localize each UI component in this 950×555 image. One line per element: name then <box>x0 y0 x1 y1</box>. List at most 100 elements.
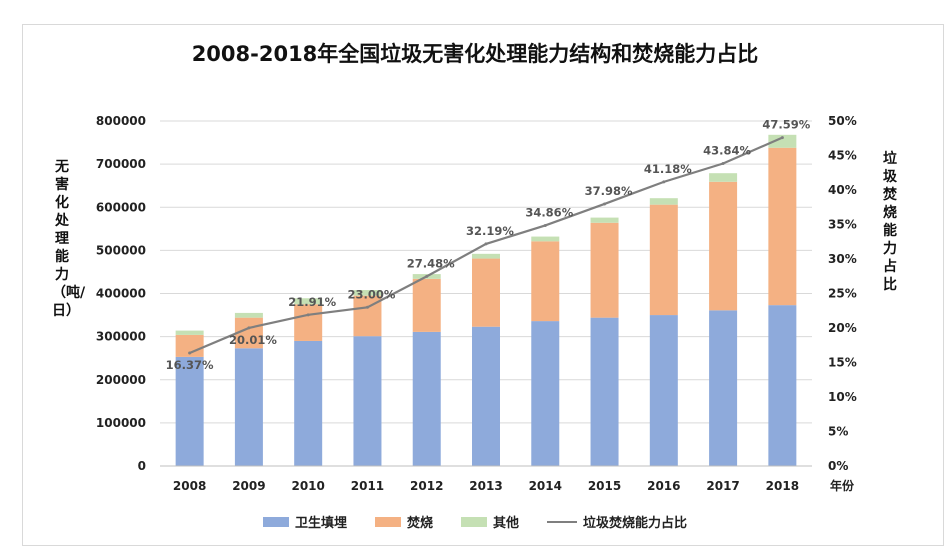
legend-swatch-incineration <box>374 516 401 527</box>
ratio-point <box>484 242 488 246</box>
ratio-data-label: 23.00% <box>348 287 396 301</box>
y-tick-label: 0 <box>138 459 146 473</box>
bar-segment-incineration <box>590 222 619 318</box>
legend-swatch-ratio <box>547 520 578 523</box>
legend-label-incineration: 焚烧 <box>406 516 433 531</box>
x-tick-label: 2014 <box>529 479 562 493</box>
y2-tick-label: 40% <box>828 183 857 197</box>
legend-label-other: 其他 <box>493 516 520 531</box>
legend-item-ratio: 垃圾焚烧能力占比 <box>547 512 687 531</box>
chart-legend: 卫生填埋 焚烧 其他 垃圾焚烧能力占比 <box>0 512 950 531</box>
y2-tick-label: 50% <box>828 114 857 128</box>
y2-tick-label: 30% <box>828 252 857 266</box>
ratio-data-label: 21.91% <box>288 295 336 309</box>
bar-segment-landfill <box>412 331 441 466</box>
legend-item-other: 其他 <box>461 512 519 531</box>
ratio-point <box>780 136 784 140</box>
y2-tick-label: 45% <box>828 149 857 163</box>
x-tick-label: 2015 <box>588 479 621 493</box>
ratio-point <box>603 202 607 206</box>
legend-item-landfill: 卫生填埋 <box>262 512 347 531</box>
ratio-data-label: 20.01% <box>229 333 277 347</box>
y2-tick-label: 10% <box>828 390 857 404</box>
bar-segment-landfill <box>472 326 500 466</box>
bar-segment-landfill <box>768 305 797 466</box>
x-tick-label: 2017 <box>706 479 739 493</box>
x-tick-label: 2011 <box>351 479 384 493</box>
bar-segment-landfill <box>294 340 323 466</box>
y2-tick-label: 15% <box>828 356 857 370</box>
y-tick-label: 300000 <box>96 330 146 344</box>
x-tick-label: 2012 <box>410 479 443 493</box>
y2-tick-label: 5% <box>828 425 848 439</box>
bar-segment-incineration <box>472 258 500 327</box>
bar-segment-other <box>175 330 204 335</box>
bar-segment-other <box>353 290 382 296</box>
ratio-point <box>425 274 429 278</box>
ratio-point <box>365 305 369 309</box>
ratio-data-label: 27.48% <box>407 256 455 270</box>
ratio-point <box>247 326 251 330</box>
x-tick-label: 2009 <box>232 479 265 493</box>
x-tick-label: 2016 <box>647 479 680 493</box>
bar-segment-other <box>472 253 500 259</box>
ratio-data-label: 41.18% <box>644 162 692 176</box>
ratio-point <box>543 223 547 227</box>
y2-tick-label: 0% <box>828 459 848 473</box>
x-axis-label: 年份 <box>830 478 855 493</box>
bar-segment-landfill <box>531 321 560 466</box>
bar-segment-incineration <box>768 147 797 306</box>
y2-tick-label: 20% <box>828 321 857 335</box>
bar-segment-landfill <box>353 336 382 466</box>
y-tick-label: 700000 <box>96 157 146 171</box>
legend-label-landfill: 卫生填埋 <box>294 516 347 531</box>
bar-segment-incineration <box>531 241 560 322</box>
y-tick-label: 600000 <box>96 200 146 214</box>
bar-segment-incineration <box>709 181 738 311</box>
y-tick-label: 200000 <box>96 373 146 387</box>
bar-segment-other <box>590 217 619 223</box>
ratio-data-label: 34.86% <box>525 205 573 219</box>
ratio-data-label: 37.98% <box>585 184 633 198</box>
ratio-data-label: 43.84% <box>703 144 751 158</box>
x-tick-label: 2013 <box>469 479 502 493</box>
x-tick-label: 2018 <box>766 479 799 493</box>
bar-segment-other <box>234 312 263 318</box>
legend-swatch-other <box>461 516 487 527</box>
ratio-point <box>188 351 192 355</box>
x-tick-label: 2010 <box>291 479 324 493</box>
x-tick-label: 2008 <box>173 479 206 493</box>
y2-tick-label: 35% <box>828 218 857 232</box>
y-tick-label: 100000 <box>96 416 146 430</box>
bar-segment-other <box>649 198 678 205</box>
bar-segment-other <box>531 236 560 242</box>
ratio-point <box>721 162 725 166</box>
ratio-point <box>306 313 310 317</box>
bar-segment-landfill <box>649 315 678 466</box>
y-tick-label: 400000 <box>96 287 146 301</box>
bar-segment-other <box>768 134 797 148</box>
legend-label-ratio: 垃圾焚烧能力占比 <box>583 516 688 531</box>
chart-title: 2008-2018年全国垃圾无害化处理能力结构和焚烧能力占比 <box>191 42 759 66</box>
ratio-data-label: 16.37% <box>166 358 214 372</box>
y2-tick-label: 25% <box>828 287 857 301</box>
legend-swatch-landfill <box>262 516 289 527</box>
bar-segment-landfill <box>709 310 738 466</box>
legend-item-incineration: 焚烧 <box>374 512 433 531</box>
y-axis-label-right: 垃圾焚烧能力占比 <box>883 151 897 293</box>
bar-segment-incineration <box>294 304 323 341</box>
bar-segment-landfill <box>175 356 204 466</box>
bar-segment-incineration <box>649 204 678 316</box>
bar-segment-landfill <box>590 317 619 466</box>
bar-segment-incineration <box>412 278 441 332</box>
ratio-data-label: 32.19% <box>466 224 514 238</box>
bar-segment-other <box>294 298 323 305</box>
y-tick-label: 500000 <box>96 243 146 257</box>
ratio-point <box>662 180 666 184</box>
ratio-data-label: 47.59% <box>762 118 810 132</box>
bar-segment-incineration <box>175 334 204 357</box>
bar-segment-other <box>709 173 738 182</box>
bar-segment-landfill <box>234 348 263 466</box>
y-tick-label: 800000 <box>96 114 146 128</box>
